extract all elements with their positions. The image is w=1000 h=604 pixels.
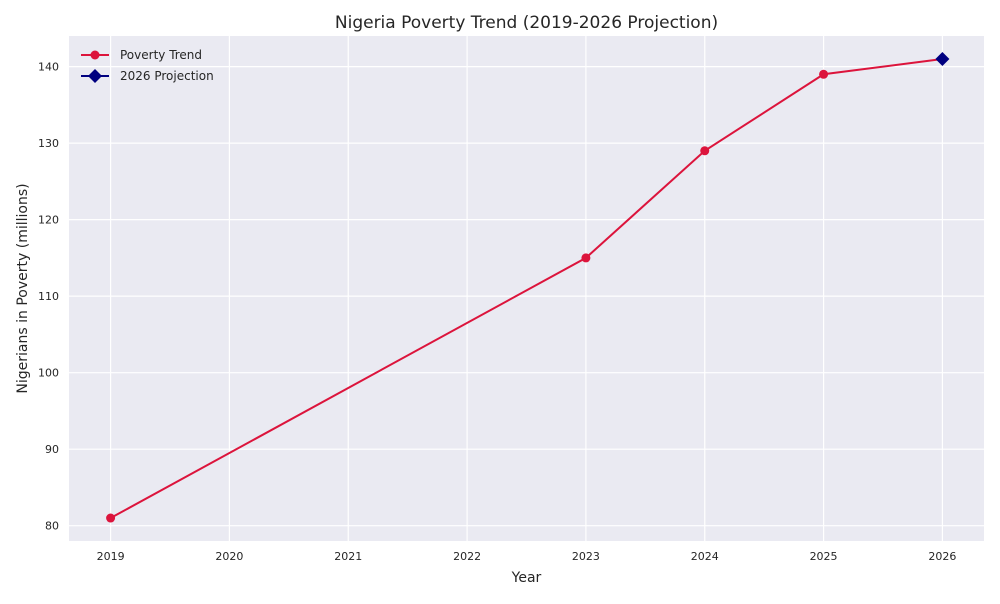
y-axis-label: Nigerians in Poverty (millions) (15, 183, 31, 393)
x-tick-label: 2024 (691, 550, 719, 563)
x-tick-label: 2026 (928, 550, 956, 563)
data-point-diamond (935, 51, 950, 66)
legend-label: Poverty Trend (120, 48, 202, 62)
data-point (581, 253, 591, 263)
legend-marker (88, 69, 102, 83)
y-tick-label: 130 (38, 137, 59, 150)
data-point (106, 513, 116, 523)
x-tick-label: 2023 (572, 550, 600, 563)
y-tick-label: 90 (45, 443, 59, 456)
legend-label: 2026 Projection (120, 69, 214, 83)
y-tick-label: 80 (45, 520, 59, 533)
x-axis-label: Year (511, 570, 542, 586)
x-tick-label: 2021 (334, 550, 362, 563)
y-tick-label: 110 (38, 290, 59, 303)
y-tick-label: 140 (38, 61, 59, 74)
x-tick-label: 2019 (97, 550, 125, 563)
data-point (819, 69, 829, 79)
x-tick-label: 2020 (215, 550, 243, 563)
data-point (700, 146, 710, 156)
y-tick-label: 100 (38, 367, 59, 380)
x-tick-label: 2022 (453, 550, 481, 563)
y-tick-label: 120 (38, 214, 59, 227)
x-tick-label: 2025 (810, 550, 838, 563)
legend-marker (90, 50, 100, 60)
chart-title: Nigeria Poverty Trend (2019-2026 Project… (335, 13, 718, 33)
